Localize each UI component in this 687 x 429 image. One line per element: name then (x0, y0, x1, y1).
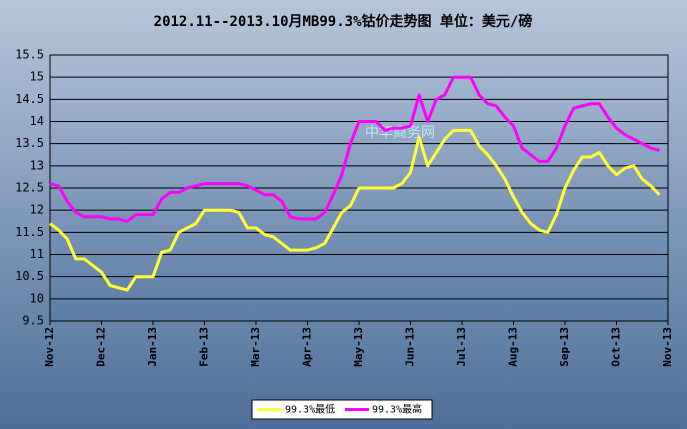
y-tick-label: 14 (30, 114, 44, 128)
x-tick-label: Aug-13 (507, 327, 520, 367)
x-tick-label: Oct-13 (610, 327, 623, 367)
y-tick-label: 13.5 (15, 136, 44, 150)
y-tick-label: 13 (30, 158, 44, 172)
line-series (49, 75, 660, 223)
y-tick-label: 11.5 (15, 225, 44, 239)
x-tick-label: Nov-13 (661, 327, 674, 367)
y-tick-label: 10.5 (15, 269, 44, 283)
legend (251, 399, 433, 420)
y-tick-label: 14.5 (15, 92, 44, 106)
x-tick-label: Sep-13 (558, 327, 571, 367)
y-tick-label: 10 (30, 291, 44, 305)
y-tick-label: 11 (30, 247, 44, 261)
x-tick-label: May-13 (352, 327, 365, 367)
x-tick-label: Feb-13 (198, 327, 211, 367)
line-series (49, 128, 661, 292)
y-tick-label: 9.5 (22, 314, 44, 328)
x-tick-label: Dec-12 (95, 327, 108, 367)
y-tick-label: 12 (30, 203, 44, 217)
legend-label: 99.3%最低 (285, 403, 335, 416)
y-tick-label: 12.5 (15, 181, 44, 195)
legend-label: 99.3%最高 (372, 403, 422, 416)
x-tick-label: Jun-13 (404, 327, 417, 367)
x-tick-label: Nov-12 (43, 327, 56, 367)
chart-title: 2012.11--2013.10月MB99.3%钴价走势图 单位：美元/磅 (154, 13, 533, 30)
x-tick-label: Mar-13 (249, 327, 262, 367)
y-tick-label: 15.5 (15, 48, 44, 62)
x-tick-label: Jan-13 (146, 327, 159, 367)
y-tick-label: 15 (30, 70, 44, 84)
x-tick-label: Apr-13 (301, 327, 314, 367)
x-tick-label: Jul-13 (455, 327, 468, 367)
